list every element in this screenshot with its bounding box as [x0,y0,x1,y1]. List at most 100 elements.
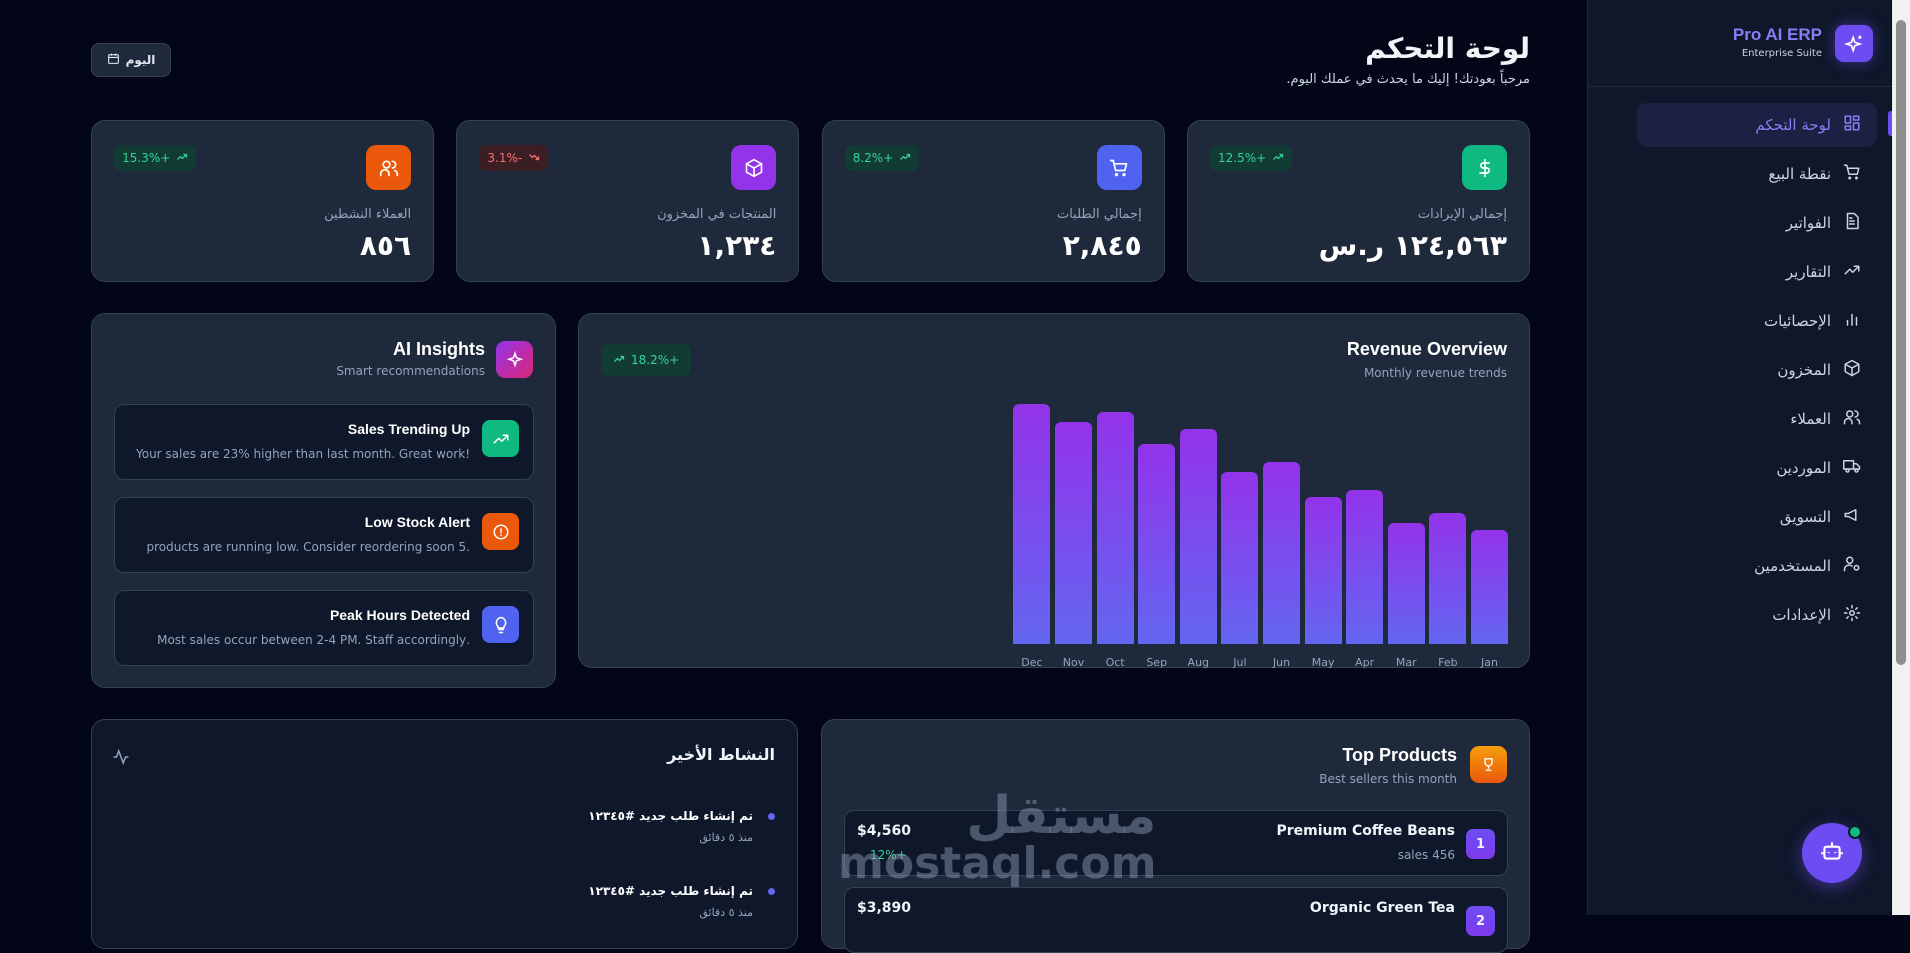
x-tick-label: Jul [1233,656,1247,669]
bar-dec[interactable] [1013,404,1051,644]
insight-item[interactable]: Low Stock Alert .products are running lo… [114,497,534,573]
brand-header: Pro AI ERP Enterprise Suite [1588,0,1892,87]
calendar-icon [107,52,120,68]
trending-up-icon [613,353,625,368]
bar-aug[interactable] [1179,429,1217,644]
stat-card: المنتجات في المخزون ١,٢٣٤ 3.1%- [456,120,800,282]
x-tick-label: Oct [1105,656,1125,669]
revenue-title: Revenue Overview [1346,339,1507,359]
ai-insights-card: AI Insights Smart recommendations Sales … [91,313,556,688]
x-tick-label: Nov [1062,656,1085,669]
trend-up-icon [1272,151,1284,166]
stat-card: إجمالي الطلبات ٢,٨٤٥ 8.2%+ [821,120,1165,282]
page-subtitle: مرحباً بعودتك! إليك ما يحدث في عملك اليو… [1286,72,1530,87]
sidebar-item[interactable]: لوحة التحكم [1637,103,1877,147]
x-tick-label: Mar [1395,656,1417,669]
bar-jul[interactable] [1221,472,1259,644]
x-tick-label: Dec [1021,656,1043,669]
trend-down-icon [528,151,540,166]
product-revenue: $3,890 [857,900,912,916]
sidebar-item[interactable]: التقارير [1637,250,1877,294]
recent-activity-card: النشاط الأخير تم إنشاء طلب جديد #١٢٣٤٥ من… [91,719,798,949]
user-cog-icon [1843,555,1861,577]
bar-apr[interactable] [1346,489,1384,644]
sidebar-item[interactable]: الإعدادات [1637,593,1877,637]
cart-icon [1843,163,1861,185]
sidebar-item[interactable]: الفواتير [1637,201,1877,245]
page-title: لوحة التحكم [1365,32,1530,65]
bar-may[interactable] [1304,497,1342,644]
sidebar-item[interactable]: الإحصائيات [1637,299,1877,343]
x-tick-label: Feb [1438,656,1458,669]
sidebar-item[interactable]: نقطة البيع [1637,152,1877,196]
stat-value: ١٢٤,٥٦٣ ر.س [1318,229,1507,262]
product-sales: sales 456 [1397,848,1455,862]
sidebar-item[interactable]: المستخدمين [1637,544,1877,588]
insights-subtitle: Smart recommendations [336,364,485,378]
users-icon [366,145,412,190]
product-change: 12%+ [870,848,907,862]
megaphone-icon [1843,506,1861,528]
stat-change-badge: 8.2%+ [844,145,920,171]
trophy-icon [1470,746,1507,783]
x-tick-label: Jun [1272,656,1291,669]
sidebar-item[interactable]: التسويق [1637,495,1877,539]
stat-value: ١,٢٣٤ [697,229,777,262]
products-subtitle: Best sellers this month [1319,772,1457,786]
cart-icon [1096,145,1142,190]
trend-up-icon [899,151,911,166]
alert-circle-icon [482,513,519,550]
trend-icon [1843,261,1861,283]
product-item[interactable]: 1 Premium Coffee Beans sales 456 $4,560 … [844,810,1508,876]
activity-item: تم إنشاء طلب جديد #١٢٣٤٥ منذ ٥ دقائق [588,809,775,844]
stat-card: العملاء النشطين ٨٥٦ 15.3%+ [91,120,435,282]
watermark: مستقل mostaql.com [838,786,1157,889]
stat-card: إجمالي الإيرادات ١٢٤,٥٦٣ ر.س 12.5%+ [1187,120,1530,282]
lightbulb-icon [482,606,519,643]
scrollbar-thumb[interactable] [1896,20,1906,665]
sidebar-item[interactable]: المخزون [1637,348,1877,392]
file-icon [1843,212,1861,234]
grid-icon [1843,114,1861,136]
bar-sep[interactable] [1138,444,1176,644]
sidebar-item[interactable]: العملاء [1637,397,1877,441]
bar-oct[interactable] [1096,411,1134,644]
activity-icon [112,748,130,770]
bar-jun[interactable] [1263,462,1300,644]
box-icon [731,145,777,190]
gear-icon [1843,604,1861,626]
activity-title: النشاط الأخير [667,745,775,764]
sidebar-item[interactable]: الموردين [1637,446,1877,490]
revenue-subtitle: Monthly revenue trends [1363,366,1507,380]
bar-jan[interactable] [1471,530,1508,644]
stat-label: إجمالي الإيرادات [1417,207,1507,222]
activity-item: تم إنشاء طلب جديد #١٢٣٤٥ منذ ٥ دقائق [588,884,775,919]
product-name: Premium Coffee Beans [1276,823,1456,839]
active-indicator [1888,111,1893,136]
robot-icon [1819,838,1845,868]
date-filter-button[interactable]: اليوم [91,43,171,77]
products-title: Top Products [1342,745,1457,765]
stat-change-badge: 15.3%+ [114,145,197,171]
stat-value: ٨٥٦ [359,229,412,262]
stat-change-badge: 12.5%+ [1210,145,1293,171]
dollar-icon [1462,145,1507,190]
sparkles-icon [496,341,533,378]
stat-value: ٢,٨٤٥ [1062,229,1142,262]
stat-label: العملاء النشطين [324,207,412,222]
sidebar: Pro AI ERP Enterprise Suite لوحة التحكم ن… [1587,0,1893,915]
stat-label: إجمالي الطلبات [1056,207,1142,222]
insight-item[interactable]: Sales Trending Up !Your sales are 23% hi… [114,404,534,480]
bar-feb[interactable] [1429,512,1467,644]
online-status-dot [1848,825,1862,839]
activity-dot [768,813,775,820]
brand-name: Pro AI ERP [1732,25,1822,44]
trending-up-icon [482,420,519,457]
insight-item[interactable]: Peak Hours Detected .Most sales occur be… [114,590,534,666]
bar-nov[interactable] [1055,421,1092,644]
bar-mar[interactable] [1387,522,1425,644]
stat-label: المنتجات في المخزون [657,207,777,222]
product-item[interactable]: 2 Organic Green Tea $3,890 [844,887,1508,953]
product-revenue: $4,560 [857,823,912,839]
users-icon [1843,408,1861,430]
